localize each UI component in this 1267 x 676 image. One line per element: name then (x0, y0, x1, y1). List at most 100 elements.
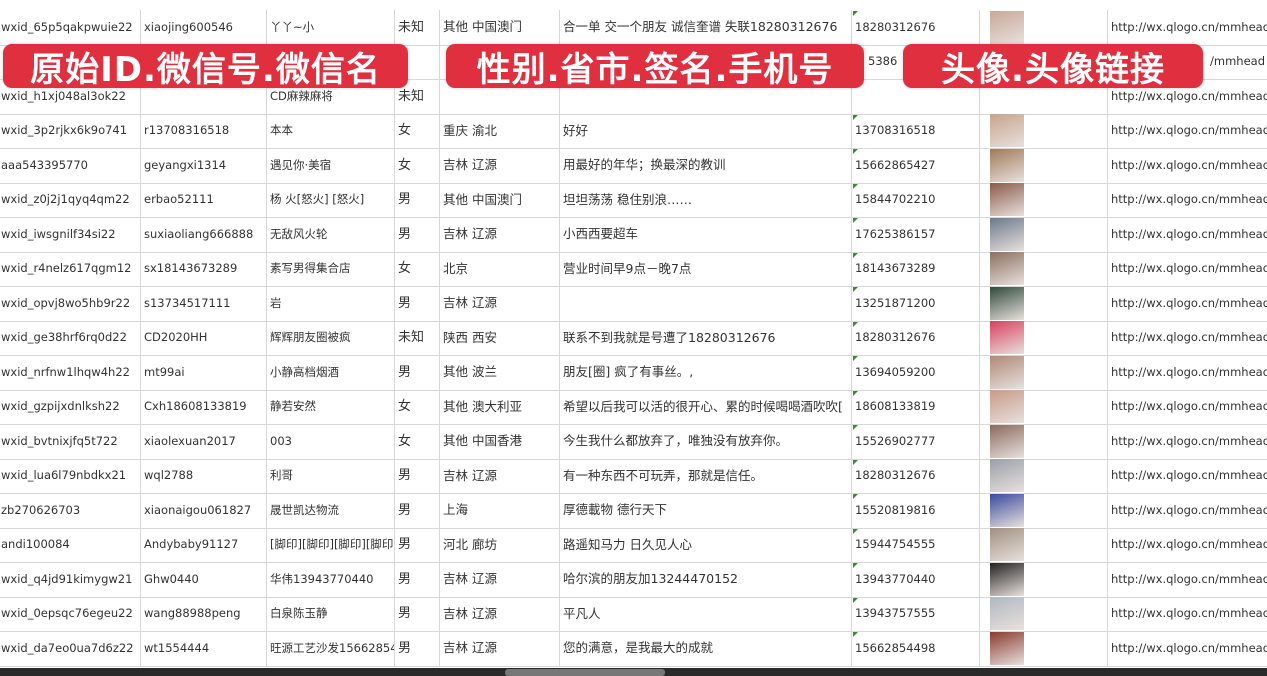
signature-cell[interactable]: 好好 (560, 113, 852, 148)
gender-cell[interactable]: 男 (395, 182, 440, 217)
avatar-cell[interactable] (980, 631, 1108, 666)
gender-cell[interactable]: 未知 (395, 10, 440, 45)
avatar-cell[interactable] (980, 527, 1108, 562)
region-cell[interactable]: 北京 (440, 251, 560, 286)
wechat-name-cell[interactable]: 003 (267, 424, 395, 459)
region-cell[interactable]: 其他 波兰 (440, 355, 560, 390)
avatar-url-cell[interactable]: http://wx.qlogo.cn/mmhead (1111, 640, 1267, 655)
wechat-name-cell[interactable]: 遇见你·美宿 (267, 148, 395, 183)
wechat-name-cell[interactable]: 本本 (267, 113, 395, 148)
original-id-cell[interactable]: wxid_bvtnixjfq5t722 (0, 424, 141, 459)
wechat-name-cell[interactable]: 小静高档烟酒 (267, 355, 395, 390)
wechat-id-cell[interactable]: Cxh18608133819 (141, 389, 267, 424)
avatar-cell[interactable] (980, 596, 1108, 631)
gender-cell[interactable]: 未知 (395, 79, 440, 114)
wechat-id-cell[interactable]: s13734517111 (141, 286, 267, 321)
region-cell[interactable]: 吉林 辽源 (440, 217, 560, 252)
phone-cell[interactable]: 17625386157 (852, 217, 980, 252)
original-id-cell[interactable]: andi100084 (0, 527, 141, 562)
region-cell[interactable]: 吉林 辽源 (440, 562, 560, 597)
wechat-name-cell[interactable]: CD麻辣麻将 (267, 79, 395, 114)
gender-cell[interactable]: 男 (395, 596, 440, 631)
gender-cell[interactable]: 男 (395, 527, 440, 562)
phone-cell[interactable]: 18280312676 (852, 320, 980, 355)
avatar-url-cell[interactable]: http://wx.qlogo.cn/mmhead (1111, 606, 1267, 620)
gender-cell[interactable]: 男 (395, 631, 440, 666)
wechat-id-cell[interactable]: mt99ai (141, 355, 267, 390)
gender-cell[interactable]: 男 (395, 355, 440, 390)
signature-cell[interactable]: 哈尔滨的朋友加13244470152 (560, 562, 852, 597)
avatar-cell[interactable] (980, 320, 1108, 355)
original-id-cell[interactable]: wxid_nrfnw1lhqw4h22 (0, 355, 141, 390)
signature-cell[interactable]: 您的满意，是我最大的成就 (560, 631, 852, 666)
signature-cell[interactable]: 坦坦荡荡 稳住别浪…… (560, 182, 852, 217)
avatar-url-cell[interactable]: http://wx.qlogo.cn/mmhead (1111, 537, 1267, 551)
wechat-name-cell[interactable]: [脚印][脚印][脚印][脚印] (267, 527, 395, 562)
signature-cell[interactable]: 联系不到我就是号遭了18280312676 (560, 320, 852, 355)
region-cell[interactable]: 吉林 辽源 (440, 286, 560, 321)
signature-cell[interactable] (560, 79, 852, 114)
avatar-cell[interactable] (980, 182, 1108, 217)
phone-cell[interactable]: 18280312676 (852, 10, 980, 45)
wechat-id-cell[interactable]: wql2788 (141, 458, 267, 493)
gender-cell[interactable]: 女 (395, 389, 440, 424)
avatar-cell[interactable] (980, 113, 1108, 148)
wechat-id-cell[interactable]: xiaonaigou061827 (141, 493, 267, 528)
wechat-name-cell[interactable]: 晟世凯达物流 (267, 493, 395, 528)
avatar-url-cell[interactable]: http://wx.qlogo.cn/mmhead (1111, 261, 1267, 275)
original-id-cell[interactable]: wxid_r4nelz617qgm12 (0, 251, 141, 286)
gender-cell[interactable]: 女 (395, 113, 440, 148)
avatar-cell[interactable] (980, 493, 1108, 528)
signature-cell[interactable] (560, 286, 852, 321)
avatar-url-cell[interactable]: http://wx.qlogo.cn/mmhead (1111, 19, 1267, 34)
original-id-cell[interactable]: wxid_ge38hrf6rq0d22 (0, 320, 141, 355)
wechat-id-cell[interactable]: sx18143673289 (141, 251, 267, 286)
avatar-cell[interactable] (980, 148, 1108, 183)
original-id-cell[interactable]: wxid_0epsqc76egeu22 (0, 596, 141, 631)
phone-cell[interactable]: 13251871200 (852, 286, 980, 321)
avatar-url-cell[interactable]: http://wx.qlogo.cn/mmhead (1111, 468, 1267, 482)
gender-cell[interactable]: 男 (395, 286, 440, 321)
wechat-id-cell[interactable]: erbao52111 (141, 182, 267, 217)
gender-cell[interactable]: 女 (395, 251, 440, 286)
original-id-cell[interactable]: wxid_65p5qakpwuie22 (0, 10, 141, 45)
signature-cell[interactable]: 平凡人 (560, 596, 852, 631)
wechat-id-cell[interactable]: CD2020HH (141, 320, 267, 355)
phone-cell[interactable]: 15526902777 (852, 424, 980, 459)
avatar-url-cell[interactable]: http://wx.qlogo.cn/mmhead (1111, 295, 1267, 310)
avatar-cell[interactable] (980, 251, 1108, 286)
avatar-cell[interactable] (980, 458, 1108, 493)
phone-cell[interactable]: 15662865427 (852, 148, 980, 183)
avatar-cell[interactable] (980, 217, 1108, 252)
avatar-url-cell[interactable]: http://wx.qlogo.cn/mmhead (1111, 571, 1267, 586)
avatar-url-cell[interactable]: http://wx.qlogo.cn/mmhead (1111, 192, 1267, 206)
original-id-cell[interactable]: zb270626703 (0, 493, 141, 528)
avatar-url-cell[interactable]: http://wx.qlogo.cn/mmhead (1111, 123, 1267, 137)
gender-cell[interactable]: 女 (395, 148, 440, 183)
avatar-cell[interactable] (980, 562, 1108, 597)
gender-cell[interactable]: 男 (395, 562, 440, 597)
phone-cell[interactable]: 18280312676 (852, 458, 980, 493)
region-cell[interactable]: 其他 中国澳门 (440, 10, 560, 45)
original-id-cell[interactable]: wxid_3p2rjkx6k9o741 (0, 113, 141, 148)
wechat-id-cell[interactable]: r13708316518 (141, 113, 267, 148)
phone-cell[interactable]: 18143673289 (852, 251, 980, 286)
original-id-cell[interactable]: wxid_opvj8wo5hb9r22 (0, 286, 141, 321)
avatar-cell[interactable] (980, 79, 1108, 114)
region-cell[interactable]: 重庆 渝北 (440, 113, 560, 148)
wechat-id-cell[interactable]: xiaojing600546 (141, 10, 267, 45)
region-cell[interactable]: 吉林 辽源 (440, 148, 560, 183)
avatar-url-cell[interactable]: http://wx.qlogo.cn/mmhead (1111, 502, 1267, 517)
wechat-id-cell[interactable]: xiaolexuan2017 (141, 424, 267, 459)
region-cell[interactable]: 其他 中国香港 (440, 424, 560, 459)
avatar-url-cell[interactable]: http://wx.qlogo.cn/mmhead (1111, 399, 1267, 413)
avatar-cell[interactable] (980, 424, 1108, 459)
wechat-name-cell[interactable]: 无敌风火轮 (267, 217, 395, 252)
wechat-name-cell[interactable]: 岩 (267, 286, 395, 321)
gender-cell[interactable]: 未知 (395, 320, 440, 355)
region-cell[interactable]: 上海 (440, 493, 560, 528)
avatar-url-cell[interactable]: http://wx.qlogo.cn/mmhead (1111, 364, 1267, 379)
original-id-cell[interactable]: wxid_z0j2j1qyq4qm22 (0, 182, 141, 217)
region-cell[interactable] (440, 79, 560, 114)
signature-cell[interactable]: 朋友[圈] 疯了有事丝。, (560, 355, 852, 390)
